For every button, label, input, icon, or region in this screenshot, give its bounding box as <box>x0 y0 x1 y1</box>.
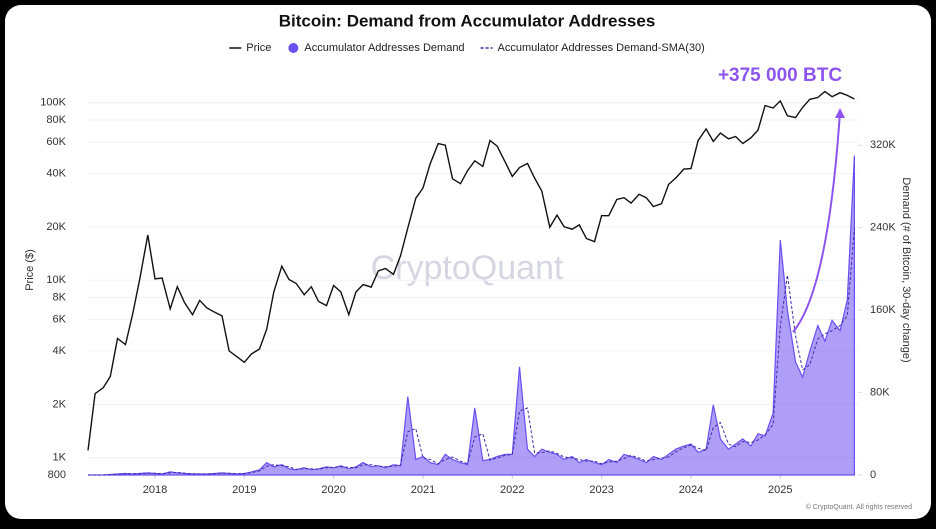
annotation-arrow <box>792 111 841 333</box>
legend-item: Accumulator Addresses Demand <box>288 42 465 54</box>
y2-tick-label: 240K <box>870 222 896 234</box>
plot: 800 1K 2K 4K 6K 8K 10K 20K 40K 60K 80K 100K 0 80K 160K… <box>40 90 896 496</box>
y-tick-label: 20K <box>46 221 66 233</box>
watermark: CryptoQuant <box>371 249 564 287</box>
footer: © CryptoQuant. All rights reserved <box>806 503 912 511</box>
y2-tick-label: 0 <box>870 469 876 481</box>
y-tick-label: 1K <box>53 452 67 464</box>
legend-item: Price <box>229 42 271 54</box>
legend-label: Price <box>246 42 271 54</box>
x-tick-label: 2019 <box>232 484 256 496</box>
y-tick-label: 6K <box>53 314 67 326</box>
card <box>5 5 931 519</box>
x-tick-label: 2022 <box>500 484 524 496</box>
y-tick-label: 80K <box>46 114 66 126</box>
legend: Price Accumulator Addresses Demand Accumul… <box>229 42 705 54</box>
y-tick-label: 10K <box>46 274 66 286</box>
legend-label: Accumulator Addresses Demand-SMA(30) <box>498 42 705 54</box>
y-tick-label: 2K <box>53 398 67 410</box>
y-tick-label: 800 <box>48 469 66 481</box>
legend-item: Accumulator Addresses Demand-SMA(30) <box>480 42 705 54</box>
x-tick-label: 2023 <box>589 484 613 496</box>
y2-tick-label: 160K <box>870 304 896 316</box>
y2-tick-label: 320K <box>870 139 896 151</box>
x-tick-label: 2025 <box>768 484 792 496</box>
x-tick-label: 2021 <box>411 484 435 496</box>
y-tick-label: 4K <box>53 345 67 357</box>
y-tick-label: 8K <box>53 291 67 303</box>
x-tick-label: 2024 <box>679 484 703 496</box>
y-tick-label: 40K <box>46 167 66 179</box>
price-line <box>87 90 855 451</box>
y-tick-label: 60K <box>46 136 66 148</box>
y2-axis-label: Demand (# of Bitcoin, 30-day change) <box>900 177 912 362</box>
x-tick-label: 2020 <box>321 484 345 496</box>
y-tick-label: 100K <box>40 97 66 109</box>
legend-label: Accumulator Addresses Demand <box>304 42 464 54</box>
annotation: +375 000 BTC <box>718 65 842 86</box>
x-tick-label: 2018 <box>143 484 167 496</box>
y2-tick-label: 80K <box>870 386 890 398</box>
legend-marker <box>288 43 299 53</box>
annotation-arrowhead <box>835 108 845 118</box>
sma-line <box>88 227 855 476</box>
chart-title: Bitcoin: Demand from Accumulator Address… <box>279 11 656 30</box>
y-axis-label: Price ($) <box>24 249 36 291</box>
